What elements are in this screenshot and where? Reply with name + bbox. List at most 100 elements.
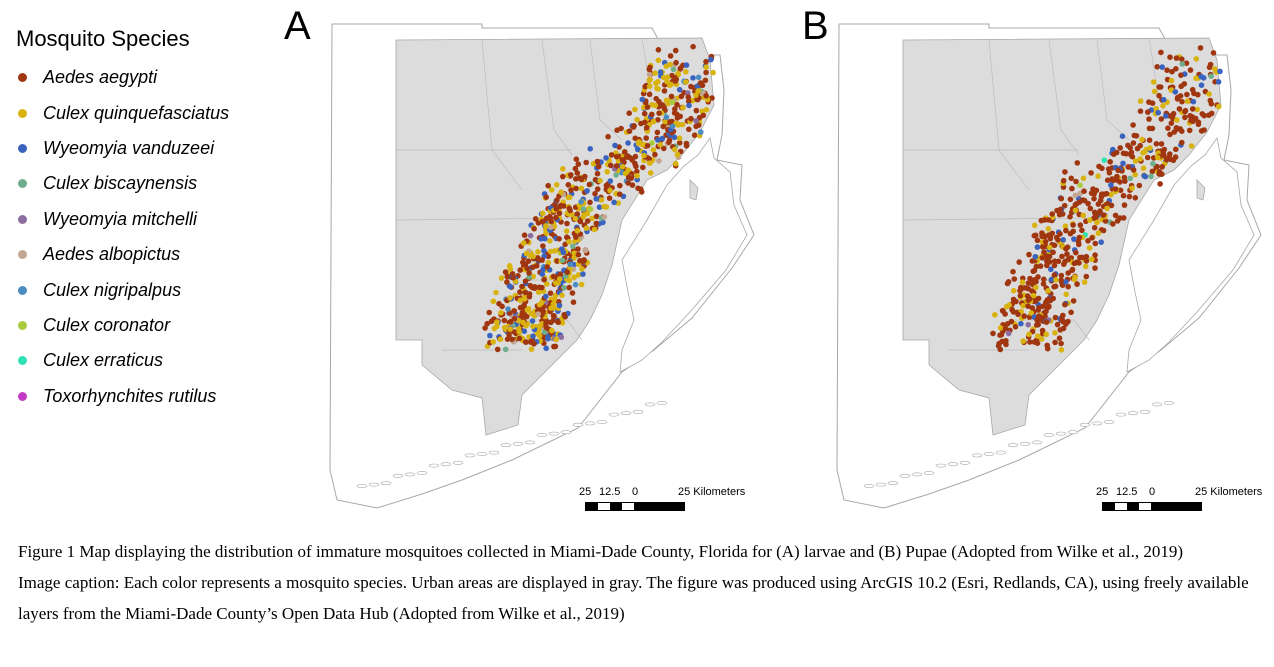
collection-point xyxy=(1173,66,1179,72)
collection-point xyxy=(583,225,590,231)
collection-point xyxy=(649,140,655,146)
collection-point xyxy=(1201,112,1207,119)
collection-point xyxy=(663,97,670,104)
collection-point xyxy=(1079,227,1085,234)
collection-point xyxy=(1107,159,1113,165)
collection-point xyxy=(1121,202,1128,208)
collection-point xyxy=(1184,91,1190,98)
collection-point xyxy=(522,261,529,268)
collection-point xyxy=(1043,319,1050,325)
collection-point xyxy=(1092,265,1098,271)
collection-point xyxy=(1044,342,1050,349)
collection-point xyxy=(1086,245,1093,251)
collection-point xyxy=(1176,106,1183,112)
collection-point xyxy=(1120,160,1126,167)
collection-point xyxy=(646,71,653,78)
legend-label: Aedes albopictus xyxy=(43,244,181,265)
collection-point xyxy=(1170,110,1177,117)
collection-point xyxy=(505,306,511,312)
figure-caption: Figure 1 Map displaying the distribution… xyxy=(18,536,1263,629)
collection-point xyxy=(1060,177,1067,184)
collection-point xyxy=(1179,56,1185,62)
collection-point xyxy=(594,186,601,192)
collection-point xyxy=(1198,82,1205,88)
collection-point xyxy=(1155,109,1161,116)
legend-label: Toxorhynchites rutilus xyxy=(43,385,217,406)
collection-point xyxy=(1187,67,1194,73)
collection-point xyxy=(1040,281,1047,287)
collection-point xyxy=(1025,285,1031,292)
collection-point xyxy=(490,339,496,345)
collection-point xyxy=(646,83,653,89)
key-island xyxy=(572,422,584,427)
collection-point xyxy=(1056,335,1063,342)
collection-point xyxy=(1158,141,1165,147)
collection-point xyxy=(1033,232,1039,239)
scale-label: 0 xyxy=(1149,486,1156,498)
collection-point xyxy=(1190,118,1196,125)
collection-point xyxy=(1058,277,1064,284)
collection-point xyxy=(613,163,620,169)
collection-point xyxy=(1045,217,1052,223)
key-island xyxy=(392,473,404,478)
collection-point xyxy=(1080,212,1087,219)
collection-point xyxy=(657,69,664,75)
collection-point xyxy=(632,106,638,113)
collection-point xyxy=(676,86,683,93)
collection-point xyxy=(607,187,613,194)
collection-point xyxy=(1032,253,1039,260)
collection-point xyxy=(612,142,618,149)
collection-point xyxy=(1217,68,1223,75)
collection-point xyxy=(1117,145,1123,151)
collection-point xyxy=(1129,185,1135,191)
collection-point xyxy=(1160,103,1166,109)
collection-point xyxy=(1153,165,1159,171)
collection-point xyxy=(1137,98,1144,104)
collection-point xyxy=(1130,122,1136,128)
collection-point xyxy=(1058,195,1065,202)
collection-point xyxy=(1094,219,1100,226)
collection-point xyxy=(1095,230,1102,236)
collection-point xyxy=(1081,188,1087,194)
collection-point xyxy=(531,341,537,347)
collection-point xyxy=(496,300,502,307)
collection-point xyxy=(522,278,529,285)
collection-point xyxy=(1044,262,1050,269)
collection-point xyxy=(650,147,657,153)
collection-point xyxy=(517,267,523,273)
collection-point xyxy=(1060,237,1066,243)
collection-point xyxy=(1112,186,1119,192)
collection-point xyxy=(662,119,669,125)
collection-point xyxy=(1027,275,1033,282)
collection-point xyxy=(700,112,707,119)
collection-point xyxy=(1193,75,1199,81)
collection-point xyxy=(584,210,591,217)
collection-point xyxy=(1053,234,1060,241)
collection-point xyxy=(570,299,577,306)
collection-point xyxy=(530,323,536,330)
collection-point xyxy=(539,271,546,277)
collection-point xyxy=(1159,164,1165,170)
collection-point xyxy=(1058,347,1065,353)
collection-point xyxy=(1153,141,1160,147)
collection-point xyxy=(654,85,660,92)
collection-point xyxy=(606,195,613,201)
collection-point xyxy=(634,146,641,153)
collection-point xyxy=(1026,296,1033,302)
collection-point xyxy=(669,123,676,130)
collection-point xyxy=(1146,116,1152,122)
collection-point xyxy=(598,197,605,203)
collection-point xyxy=(656,158,662,164)
collection-point xyxy=(1080,175,1087,182)
key-island xyxy=(923,471,935,475)
collection-point xyxy=(1089,256,1095,263)
collection-point xyxy=(641,152,647,159)
collection-point xyxy=(482,325,488,331)
collection-point xyxy=(1035,321,1041,328)
collection-point xyxy=(603,155,609,161)
collection-point xyxy=(1158,116,1165,122)
collection-point xyxy=(617,182,623,189)
scale-label: 25 xyxy=(1096,486,1109,498)
collection-point xyxy=(551,296,558,302)
collection-point xyxy=(1215,79,1222,85)
